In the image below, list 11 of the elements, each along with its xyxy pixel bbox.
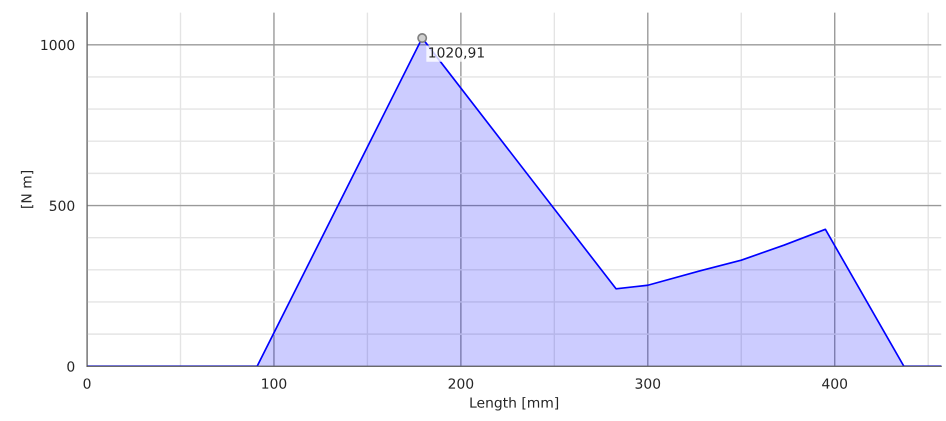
y-tick-label: 1000: [41, 40, 74, 50]
y-tick-label: 500: [50, 200, 74, 211]
annotation: 1020,91: [429, 47, 484, 60]
x-axis-title: Length [mm]: [470, 397, 558, 411]
x-tick-label: 100: [262, 378, 286, 389]
x-tick-label: 300: [636, 378, 660, 389]
y-tick-label: 0: [67, 361, 74, 372]
x-tick-label: 400: [822, 378, 848, 389]
y-axis-title: [N m]: [20, 171, 34, 208]
x-tick-label: 200: [448, 378, 474, 389]
x-tick-label: 0: [84, 378, 91, 389]
